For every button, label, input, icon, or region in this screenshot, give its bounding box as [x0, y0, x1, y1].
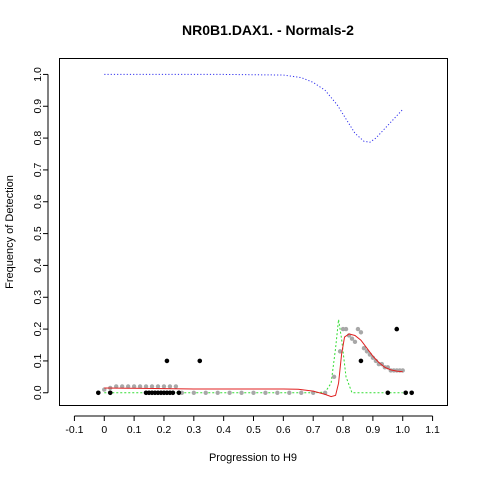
black-point [107, 390, 113, 396]
x-tick-label: 1.1 [425, 424, 440, 436]
x-tick-label: 0.7 [306, 424, 321, 436]
grey-point [299, 390, 304, 395]
x-tick-label: 0.8 [336, 424, 351, 436]
black-point [358, 358, 364, 364]
x-tick-label: 0 [101, 424, 107, 436]
y-tick-label: 0.0 [32, 385, 44, 400]
grey-point [161, 384, 167, 389]
blue-detection-curve [104, 73, 404, 143]
grey-point [349, 336, 355, 341]
x-tick-label: 0.6 [276, 424, 291, 436]
grey-point [203, 390, 208, 395]
plot-frame [59, 58, 448, 406]
grey-point [251, 390, 256, 395]
x-axis-label: Progression to H9 [209, 452, 297, 464]
y-tick-label: 0.1 [32, 353, 44, 368]
grey-point [331, 374, 337, 380]
y-axis: 0.0 0.1 0.2 0.3 0.4 0.5 0.6 0.7 0.8 0.9 1.0 [32, 67, 49, 400]
black-point [409, 390, 414, 396]
black-point [96, 390, 101, 396]
x-tick-label: 0.9 [366, 424, 381, 436]
y-tick-label: 0.3 [32, 290, 44, 305]
grey-point [173, 384, 179, 389]
blue-curve-layer [104, 73, 404, 143]
x-tick-label: 0.4 [216, 424, 231, 436]
x-axis: -0.1 0 0.1 0.2 0.3 0.4 0.5 0.6 0.7 0.8 0.9 1.0 1.1 [65, 415, 440, 436]
x-tick-label: 0.5 [246, 424, 261, 436]
grey-point [119, 384, 125, 389]
grey-point [287, 390, 292, 395]
grey-point [125, 384, 131, 389]
grey-point [343, 326, 349, 332]
black-points-layer [96, 326, 414, 396]
grey-point [263, 390, 268, 395]
x-tick-label: 1.0 [395, 424, 410, 436]
y-tick-label: 0.8 [32, 131, 44, 146]
y-tick-label: 0.2 [32, 322, 44, 337]
black-point [197, 358, 203, 364]
chart-title: NR0B1.DAX1. - Normals-2 [182, 22, 354, 38]
black-point [403, 390, 409, 396]
black-point [170, 390, 176, 396]
black-point [394, 326, 400, 332]
x-tick-label: 0.1 [127, 424, 142, 436]
grey-point [239, 390, 244, 395]
grey-point [215, 390, 220, 395]
grey-point [355, 326, 361, 332]
grey-point [227, 390, 232, 395]
x-tick-label: 0.2 [157, 424, 172, 436]
y-tick-label: 0.7 [32, 162, 44, 177]
red-smoothed-curve [104, 333, 403, 398]
grey-point [137, 384, 143, 389]
grey-point [114, 384, 119, 389]
grey-point [143, 384, 149, 389]
black-point [385, 390, 391, 396]
black-point [176, 390, 182, 396]
grey-point [352, 339, 358, 345]
x-tick-label: 0.3 [187, 424, 202, 436]
grey-point [358, 330, 364, 335]
y-tick-label: 0.5 [32, 226, 44, 241]
y-tick-label: 0.4 [32, 258, 44, 273]
grey-point [155, 384, 161, 389]
y-tick-label: 0.6 [32, 194, 44, 209]
y-tick-label: 1.0 [32, 67, 44, 82]
grey-point [149, 384, 155, 389]
red-curve-layer [104, 333, 403, 398]
grey-point [131, 384, 137, 389]
grey-point [337, 349, 343, 354]
grey-points-layer [102, 326, 405, 395]
x-tick-label: -0.1 [65, 424, 83, 436]
grey-point [275, 390, 280, 395]
grey-point [361, 345, 367, 351]
black-point [164, 358, 170, 364]
grey-point [191, 390, 197, 395]
y-tick-label: 0.9 [32, 99, 44, 114]
grey-point [167, 384, 173, 389]
y-axis-label: Frequency of Detection [4, 175, 16, 289]
